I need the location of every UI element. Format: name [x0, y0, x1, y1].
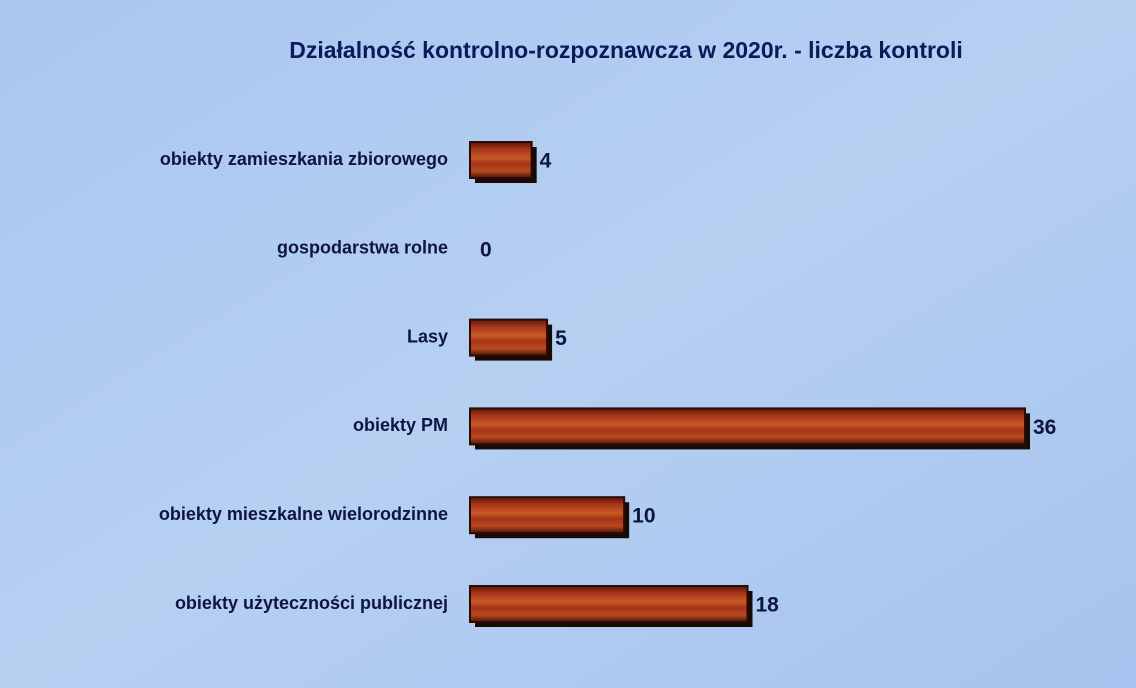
category-label: obiekty mieszkalne wielorodzinne [159, 504, 448, 524]
bar [469, 496, 626, 535]
category-label: obiekty użyteczności publicznej [175, 593, 448, 613]
bar [469, 141, 533, 179]
category-label: Lasy [407, 326, 448, 346]
chart-title: Działalność kontrolno-rozpoznawcza w 202… [289, 37, 963, 63]
value-label: 10 [632, 505, 655, 528]
category-label: obiekty zamieszkania zbiorowego [160, 149, 448, 169]
bar [469, 318, 549, 357]
bar [469, 585, 749, 623]
bar [469, 407, 1026, 446]
category-label: gospodarstwa rolne [277, 238, 448, 258]
value-label: 0 [480, 238, 492, 261]
category-label: obiekty PM [353, 415, 448, 435]
value-label: 5 [555, 327, 567, 350]
value-label: 36 [1033, 416, 1056, 439]
value-label: 4 [540, 150, 552, 173]
value-label: 18 [756, 594, 780, 617]
